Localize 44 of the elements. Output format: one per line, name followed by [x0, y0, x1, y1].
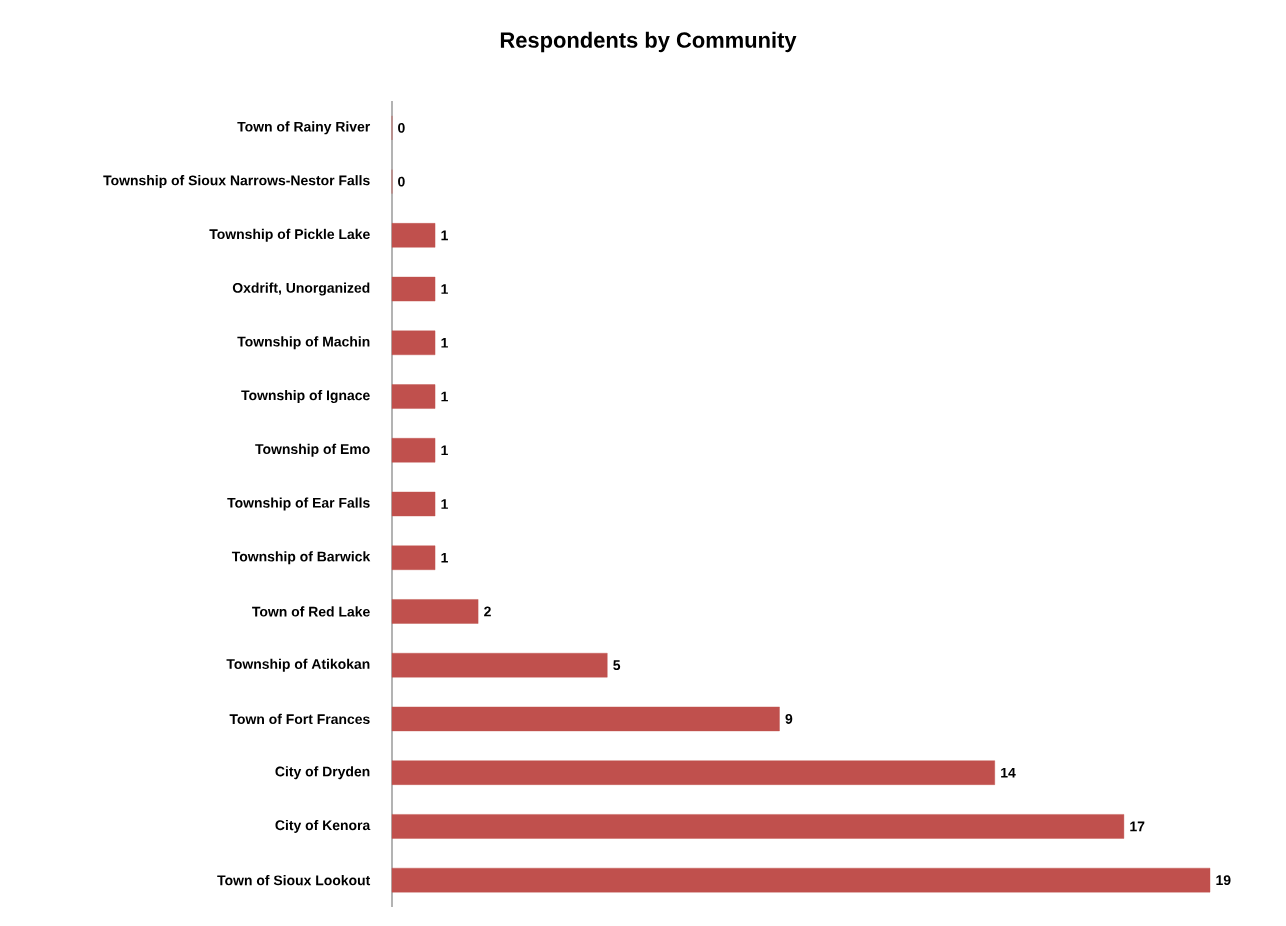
- y-tick-label: Town of Rainy River: [237, 121, 371, 135]
- bar: [391, 330, 436, 355]
- bar: [391, 599, 479, 624]
- data-label: 17: [1130, 821, 1145, 832]
- data-label: 1: [441, 391, 448, 402]
- bar: [391, 276, 436, 302]
- y-tick-label: Town of Sioux Lookout: [217, 875, 371, 886]
- y-tick-label: City of Dryden: [275, 766, 370, 780]
- data-label: 1: [441, 284, 448, 294]
- data-label: 1: [441, 552, 448, 563]
- bar: [391, 867, 1211, 893]
- data-label: 14: [1001, 767, 1016, 778]
- y-tick-label: Township of Sioux Narrows-Nestor Falls: [103, 175, 370, 189]
- bar: [391, 438, 436, 463]
- bar: [391, 706, 780, 732]
- data-label: 1: [441, 230, 448, 241]
- bar: [391, 223, 436, 248]
- bar: [391, 653, 608, 678]
- data-label: 1: [441, 445, 448, 456]
- y-tick-label: Township of Barwick: [231, 551, 371, 565]
- y-tick-label: Town of Red Lake: [252, 606, 370, 617]
- data-label: 1: [441, 499, 448, 509]
- y-tick-label: Township of Ignace: [241, 390, 370, 404]
- data-label: 0: [398, 176, 405, 187]
- data-label: 2: [484, 606, 491, 617]
- y-tick-label: Township of Ear Falls: [227, 497, 370, 511]
- data-label: 9: [785, 713, 793, 724]
- y-tick-label: Township of Pickle Lake: [209, 228, 370, 242]
- data-label: 0: [398, 122, 405, 133]
- y-tick-label: Town of Fort Frances: [229, 713, 370, 725]
- y-tick-label: Township of Emo: [255, 443, 370, 457]
- y-tick-label: City of Kenora: [275, 819, 371, 833]
- data-label: 19: [1216, 875, 1231, 886]
- bar: [391, 814, 1125, 839]
- data-label: 1: [441, 338, 448, 348]
- bar: [391, 491, 436, 517]
- chart-title: Respondents by Community: [500, 31, 797, 53]
- y-tick-label: Township of Atikokan: [226, 658, 370, 672]
- bar: [391, 545, 436, 570]
- y-tick-label: Oxdrift, Unorganized: [232, 282, 370, 296]
- y-tick-label: Township of Machin: [237, 336, 370, 350]
- bar: [391, 384, 436, 409]
- bar: [391, 760, 995, 785]
- data-label: 5: [613, 660, 621, 671]
